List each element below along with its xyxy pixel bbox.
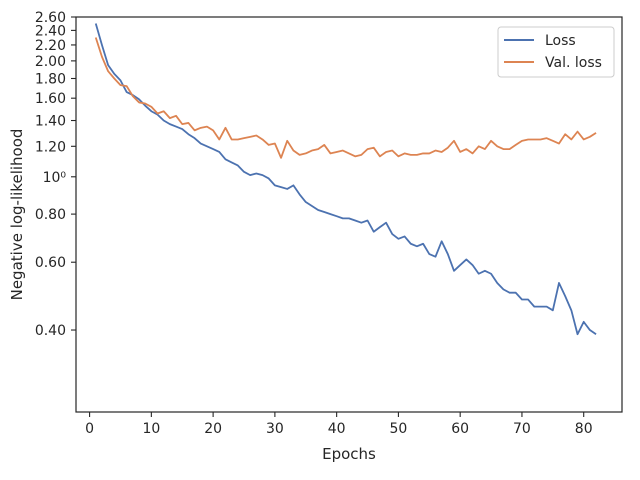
x-tick-label: 10 [142,421,160,437]
y-tick-label: 0.60 [35,255,66,271]
series-layer [94,23,597,336]
y-axis-label: Negative log-likelihood [8,129,26,301]
x-tick-label: 60 [451,421,469,437]
x-tick-label: 70 [513,421,531,437]
x-tick-label: 40 [328,421,346,437]
legend-label-val-loss: Val. loss [545,55,602,71]
legend: Loss Val. loss [497,26,615,78]
y-tick-label: 2.20 [35,38,66,54]
y-tick-label: 0.80 [35,207,66,223]
plot-frame [75,16,623,413]
x-axis-ticks: 0 10 20 30 40 50 60 70 80 [85,412,593,437]
y-tick-label: 2.40 [35,23,66,39]
x-tick-label: 30 [266,421,284,437]
y-tick-label: 2.60 [35,10,66,26]
y-tick-label: 1.60 [35,91,66,107]
y-tick-label: 1.40 [35,114,66,130]
y-tick-label: 1.80 [35,71,66,87]
x-tick-label: 0 [85,421,94,437]
x-tick-label: 50 [389,421,407,437]
y-tick-label: 2.00 [35,54,66,70]
series-line-loss [94,23,597,336]
x-tick-label: 20 [204,421,222,437]
series-line-val-loss [94,37,597,159]
x-tick-label: 80 [575,421,593,437]
y-axis-ticks: 0.400.600.8010⁰1.201.401.601.802.002.202… [35,10,76,339]
legend-label-loss: Loss [545,33,576,49]
y-tick-label: 10⁰ [43,170,67,186]
y-tick-label: 0.40 [35,323,66,339]
y-tick-label: 1.20 [35,139,66,155]
x-axis-label: Epochs [322,445,376,463]
